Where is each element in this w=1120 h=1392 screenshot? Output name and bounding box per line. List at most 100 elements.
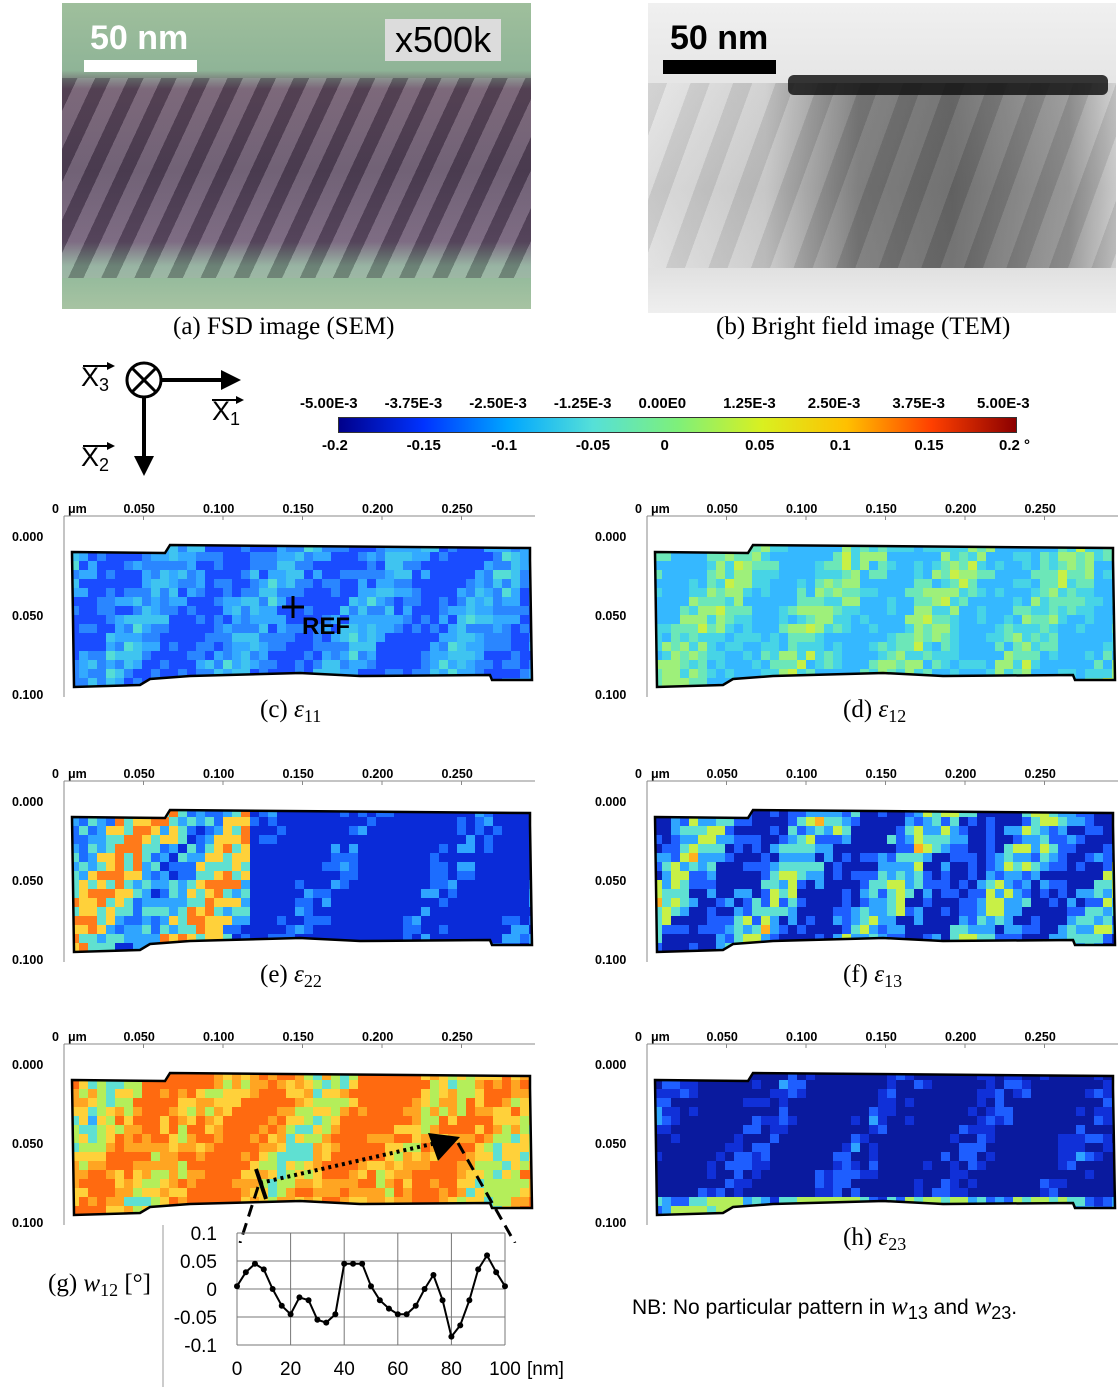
strain-map-f [643, 780, 1120, 980]
y-tick-label: 0 [206, 1280, 217, 1301]
y-tick-label: 0.100 [12, 953, 43, 967]
x-tick-label: 0.200 [945, 1030, 976, 1044]
y-tick-label: 0.050 [12, 1137, 43, 1151]
x-tick-label: 0 [52, 1030, 59, 1044]
colorbar-strain-label: -2.50E-3 [469, 395, 527, 412]
x-tick-label: 0.100 [786, 1030, 817, 1044]
x-tick-label: 0.250 [1025, 1030, 1056, 1044]
map-caption: (f) ε13 [843, 961, 902, 992]
colorbar-strain-label: 0.00E0 [639, 395, 687, 412]
strain-map-e [60, 780, 540, 980]
x-tick-label: 100 [489, 1359, 521, 1380]
profile-point [404, 1311, 410, 1317]
x-tick-label: 80 [441, 1359, 462, 1380]
x-tick-label: 0.050 [124, 767, 155, 781]
reference-label: REF [302, 613, 350, 641]
colorbar-strain-label: -1.25E-3 [554, 395, 612, 412]
y-tick-label: 0.1 [191, 1225, 217, 1245]
y-tick-label: 0.05 [180, 1252, 217, 1273]
colorbar-strain-label: 1.25E-3 [723, 395, 776, 412]
colorbar-strain-label: 2.50E-3 [808, 395, 861, 412]
y-tick-label: 0.050 [595, 1137, 626, 1151]
scale-bar-label: 50 nm [670, 19, 768, 58]
profile-point [475, 1266, 481, 1272]
x3-label: X3 [81, 362, 109, 396]
colorbar-rotation-label: 0 [661, 437, 669, 454]
y-tick-label: 0.000 [12, 795, 43, 809]
y-tick-label: -0.05 [174, 1308, 217, 1329]
x-tick-label: 0.250 [1025, 767, 1056, 781]
y-tick-label: 0.100 [12, 1216, 43, 1230]
panel-b-caption: (b) Bright field image (TEM) [716, 313, 1010, 341]
x-tick-label: 0.150 [866, 502, 897, 516]
y-tick-label: 0.050 [12, 609, 43, 623]
y-tick-label: 0.100 [12, 688, 43, 702]
x-tick-label: 0.100 [203, 767, 234, 781]
profile-point [288, 1311, 294, 1317]
profile-point [314, 1317, 320, 1323]
profile-point [306, 1297, 312, 1303]
x-tick-label: 0 [52, 767, 59, 781]
profile-point [234, 1283, 240, 1289]
y-tick-label: 0.000 [595, 530, 626, 544]
footnote: NB: No particular pattern in w13 and w23… [632, 1293, 1017, 1324]
profile-point [493, 1269, 499, 1275]
colorbar-strain-label: -5.00E-3 [300, 395, 358, 412]
profile-point [440, 1297, 446, 1303]
profile-point [279, 1303, 285, 1309]
scale-bar [84, 60, 197, 72]
x-tick-label: 0.050 [124, 1030, 155, 1044]
profile-point [484, 1252, 490, 1258]
x-tick-label: 0 [635, 767, 642, 781]
colorbar-rotation-label: -0.1 [491, 437, 517, 454]
x-tick-label: 0.050 [707, 767, 738, 781]
profile-point [243, 1269, 249, 1275]
profile-line [237, 1255, 505, 1336]
colorbar-rotation-label: 0.1 [830, 437, 851, 454]
colorbar-strain-label: 5.00E-3 [977, 395, 1030, 412]
y-tick-label: 0.100 [595, 953, 626, 967]
colorbar-strain-label: -3.75E-3 [385, 395, 443, 412]
x-axis-label: [nm] [527, 1359, 564, 1380]
x-tick-label: 0.150 [866, 767, 897, 781]
colorbar: -5.00E-3 -3.75E-3 -2.50E-3 -1.25E-3 0.00E0 1.… [300, 395, 1060, 460]
x-unit-label: μm [68, 1030, 87, 1044]
x-tick-label: 0.200 [362, 1030, 393, 1044]
x-unit-label: μm [651, 502, 670, 516]
x-tick-label: 40 [334, 1359, 355, 1380]
y-tick-label: 0.000 [12, 530, 43, 544]
y-tick-label: 0.100 [595, 1216, 626, 1230]
map-caption: (h) ε23 [843, 1224, 906, 1255]
strain-map-d [643, 515, 1120, 715]
strain-map-g [60, 1043, 540, 1243]
colorbar-rotation-label: 0.05 [745, 437, 774, 454]
x-tick-label: 0.050 [707, 502, 738, 516]
profile-point [448, 1334, 454, 1340]
x-tick-label: 20 [280, 1359, 301, 1380]
profile-point [323, 1320, 329, 1326]
x-tick-label: 0 [635, 502, 642, 516]
colorbar-strain-label: 3.75E-3 [892, 395, 945, 412]
panel-a-caption: (a) FSD image (SEM) [173, 313, 395, 341]
x-unit-label: μm [68, 767, 87, 781]
x1-label: X1 [212, 396, 240, 430]
x-tick-label: 0.150 [283, 502, 314, 516]
y-tick-label: -0.1 [184, 1336, 217, 1357]
x-tick-label: 0.200 [945, 767, 976, 781]
x-tick-label: 0.100 [203, 502, 234, 516]
map-caption: (e) ε22 [260, 961, 322, 992]
x-tick-label: 0.150 [283, 767, 314, 781]
scale-bar [663, 60, 776, 74]
profile-point [413, 1303, 419, 1309]
y-tick-label: 0.000 [595, 1058, 626, 1072]
x-tick-label: 0.100 [786, 502, 817, 516]
colorbar-rotation-label: -0.05 [576, 437, 610, 454]
profile-point [377, 1297, 383, 1303]
x-tick-label: 60 [387, 1359, 408, 1380]
x-tick-label: 0.200 [945, 502, 976, 516]
